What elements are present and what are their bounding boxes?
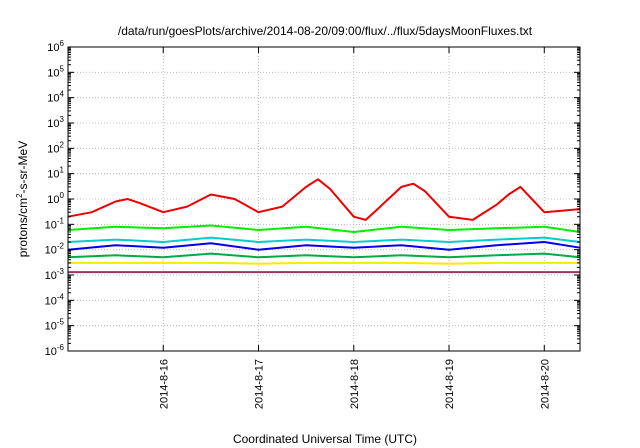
y-tick-label-exp: -3: [57, 267, 65, 276]
y-tick-label-base: 10: [47, 67, 59, 79]
y-axis-label-post: -s-sr-MeV: [16, 141, 30, 194]
x-tick-label: 2014-8-17: [254, 359, 266, 409]
y-tick-label: 101: [47, 166, 64, 181]
y-tick-label: 100: [47, 191, 64, 206]
y-tick-label-exp: 4: [60, 90, 65, 99]
y-axis-label: protons/cm2-s-sr-MeV: [15, 141, 30, 257]
y-tick-label-base: 10: [45, 270, 57, 282]
y-tick-label: 106: [47, 39, 64, 54]
y-tick-label-exp: 2: [60, 140, 65, 149]
y-axis-label-sup: 2: [15, 193, 24, 198]
x-tick-label: 2014-8-16: [158, 359, 170, 409]
series-line-4: [67, 252, 581, 259]
series-line-5: [68, 261, 580, 265]
ticks: 10610510410310210110010-110-210-310-410-…: [45, 39, 580, 409]
y-tick-label-base: 10: [45, 219, 57, 231]
series-line-1: [67, 224, 581, 233]
y-tick-label-base: 10: [47, 42, 59, 54]
series-layer: [67, 178, 581, 274]
x-tick-label: 2014-8-19: [444, 359, 456, 409]
y-tick-label: 10-2: [45, 242, 65, 257]
y-tick-label: 10-3: [45, 267, 65, 282]
y-tick-label-base: 10: [47, 93, 59, 105]
x-axis-label: Coordinated Universal Time (UTC): [233, 432, 417, 446]
y-tick-label-exp: 5: [60, 64, 65, 73]
y-tick-label: 103: [47, 115, 64, 130]
series-line-0: [67, 178, 581, 221]
y-tick-label-base: 10: [45, 346, 57, 358]
y-axis-label-pre: protons/cm: [16, 198, 30, 257]
y-tick-label-base: 10: [47, 118, 59, 130]
y-tick-label-base: 10: [47, 194, 59, 206]
y-tick-label: 105: [47, 64, 64, 79]
y-tick-label: 102: [47, 140, 64, 155]
chart-title: /data/run/goesPlots/archive/2014-08-20/0…: [118, 24, 533, 38]
x-tick-label: 2014-8-20: [539, 359, 551, 409]
y-tick-label: 104: [47, 90, 64, 105]
y-tick-label-base: 10: [45, 245, 57, 257]
y-tick-label-base: 10: [45, 321, 57, 333]
x-tick-label: 2014-8-18: [349, 359, 361, 409]
y-tick-label: 10-4: [45, 292, 65, 307]
y-tick-label-base: 10: [47, 169, 59, 181]
y-tick-label-exp: -5: [57, 318, 65, 327]
y-tick-label-exp: -1: [57, 216, 65, 225]
series-line-2: [67, 236, 581, 243]
y-tick-label: 10-6: [45, 343, 65, 358]
y-tick-label: 10-5: [45, 318, 65, 333]
y-tick-label-exp: 3: [60, 115, 65, 124]
y-tick-label-base: 10: [45, 295, 57, 307]
y-tick-label-exp: 0: [60, 191, 65, 200]
y-tick-label-exp: -6: [57, 343, 65, 352]
y-tick-label-exp: -2: [57, 242, 65, 251]
series-line-3: [67, 241, 581, 251]
y-tick-label-exp: 6: [60, 39, 65, 48]
y-tick-label: 10-1: [45, 216, 65, 231]
y-tick-label-exp: 1: [60, 166, 65, 175]
y-tick-label-exp: -4: [57, 292, 65, 301]
y-tick-label-base: 10: [47, 143, 59, 155]
grid: [68, 47, 580, 351]
